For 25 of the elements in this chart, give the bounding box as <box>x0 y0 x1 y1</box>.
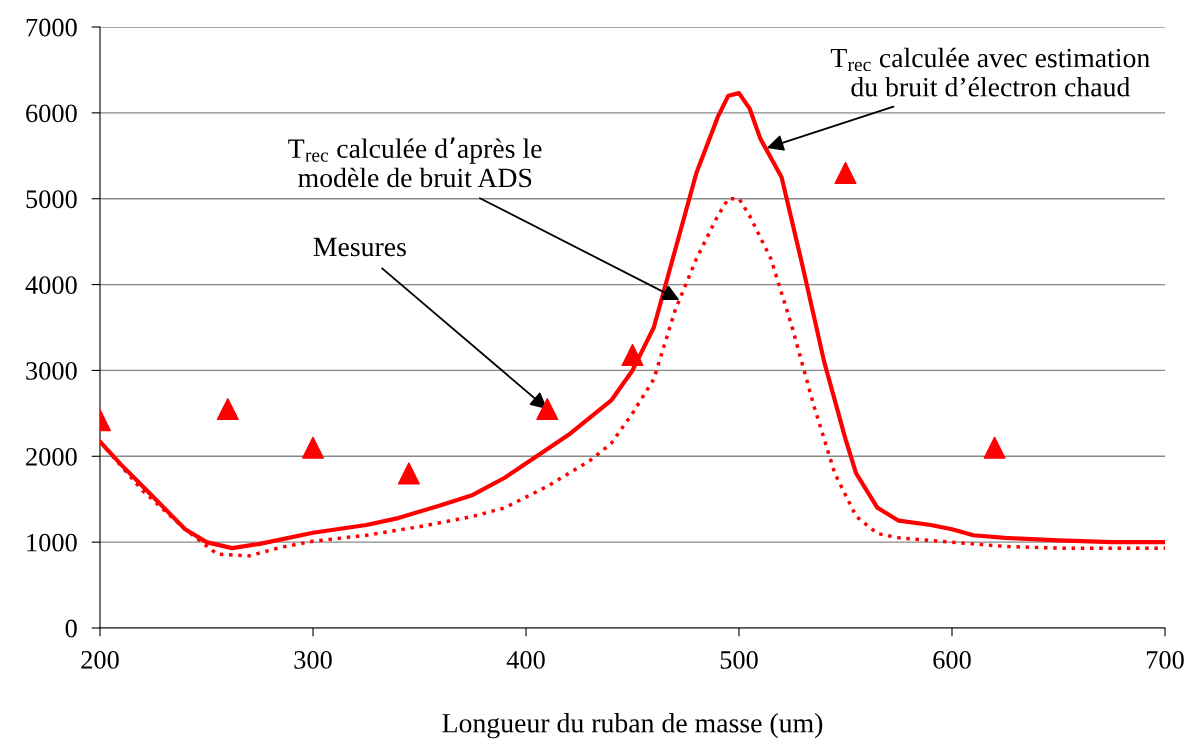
x-axis-title: Longueur du ruban de masse (um) <box>442 713 823 739</box>
point <box>302 436 324 459</box>
annotation: T$_{rec}$ calculée avec estimation du bruit d’électron chaud <box>830 47 1150 97</box>
x-tick-label: 200 <box>81 650 119 669</box>
point <box>983 436 1006 459</box>
y-tick-label: 3000 <box>26 362 77 380</box>
y-tick-label: 1000 <box>27 533 77 552</box>
x-tick-label: 600 <box>933 650 971 669</box>
y-tick-label: 5000 <box>26 190 77 209</box>
point <box>536 398 559 421</box>
x-tick-label: 300 <box>294 650 332 669</box>
y-tick-label: 0 <box>65 619 77 638</box>
annotation: Mesures <box>313 237 406 257</box>
annotation: T$_{rec}$ calculée d’après le modèle de bruit ADS <box>288 137 542 188</box>
point <box>834 161 857 184</box>
x-tick-label: 700 <box>1146 650 1184 669</box>
y-tick-label: 7000 <box>26 18 77 37</box>
x-tick-label: 500 <box>720 650 758 669</box>
y-tick-label: 6000 <box>26 104 77 123</box>
point <box>621 343 644 366</box>
point <box>397 462 420 485</box>
point <box>216 398 239 421</box>
y-tick-label: 2000 <box>26 447 77 466</box>
x-tick-label: 400 <box>506 650 545 669</box>
y-tick-label: 4000 <box>25 276 77 294</box>
